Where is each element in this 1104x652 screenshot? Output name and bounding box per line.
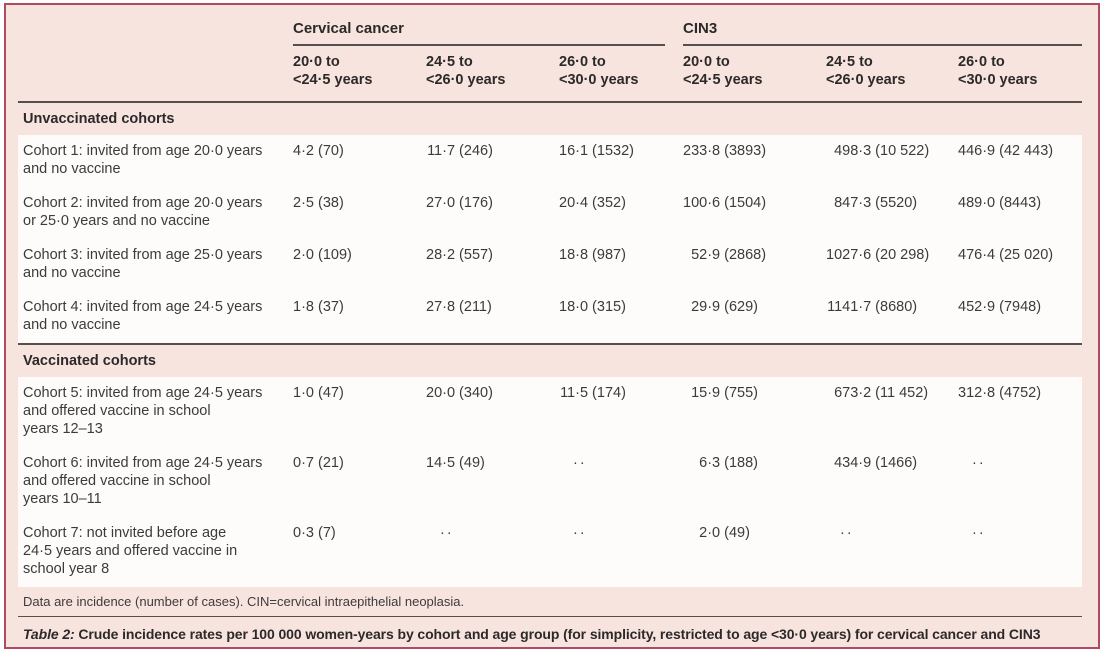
- footnote-divider: [18, 616, 1082, 617]
- row-label: Cohort 2: invited from age 20·0 years or…: [18, 187, 293, 239]
- row-label: Cohort 6: invited from age 24·5 years an…: [18, 447, 293, 517]
- table-caption-text: Crude incidence rates per 100 000 women-…: [74, 626, 1041, 642]
- age-column-header: 20·0 to <24·5 years: [293, 54, 373, 88]
- row-label: Cohort 4: invited from age 24·5 years an…: [18, 291, 293, 344]
- table-row: Cohort 2: invited from age 20·0 years or…: [18, 187, 1083, 239]
- value-cell: 6·3 (188): [683, 447, 827, 517]
- value-cell: 52·9 (2868): [683, 239, 827, 291]
- value-cell: 1·0 (47): [293, 377, 426, 447]
- value-cell: 16·1 (1532): [559, 135, 684, 187]
- value-cell: 233·8 (3893): [683, 135, 827, 187]
- section-title: Unvaccinated cohorts: [18, 101, 1083, 135]
- value-cell: 11·7 (246): [426, 135, 559, 187]
- table-row: Cohort 6: invited from age 24·5 years an…: [18, 447, 1083, 517]
- value-cell: 489·0 (8443): [958, 187, 1083, 239]
- empty-corner-cell: [18, 46, 293, 102]
- value-cell: ··: [426, 517, 559, 587]
- row-label: Cohort 1: invited from age 20·0 years an…: [18, 135, 293, 187]
- missing-value-marker: ··: [972, 525, 986, 541]
- value-cell: 2·5 (38): [293, 187, 426, 239]
- value-cell: 15·9 (755): [683, 377, 827, 447]
- value-cell: 673·2 (11 452): [826, 377, 959, 447]
- value-cell: ··: [559, 447, 684, 517]
- age-column-header: 20·0 to <24·5 years: [683, 54, 763, 88]
- value-cell: 452·9 (7948): [958, 291, 1083, 344]
- section-title: Vaccinated cohorts: [18, 343, 1083, 377]
- value-cell: 11·5 (174): [559, 377, 684, 447]
- missing-value-marker: ··: [972, 455, 986, 471]
- value-cell: 4·2 (70): [293, 135, 426, 187]
- value-cell: 27·8 (211): [426, 291, 559, 344]
- value-cell: 28·2 (557): [426, 239, 559, 291]
- table-row: Cohort 1: invited from age 20·0 years an…: [18, 135, 1083, 187]
- value-cell: 2·0 (49): [683, 517, 827, 587]
- table-row: Cohort 4: invited from age 24·5 years an…: [18, 291, 1083, 344]
- table-caption-label: Table 2:: [23, 626, 75, 642]
- value-cell: 1027·6 (20 298): [826, 239, 959, 291]
- value-cell: ··: [958, 517, 1083, 587]
- value-cell: 2·0 (109): [293, 239, 426, 291]
- row-label: Cohort 5: invited from age 24·5 years an…: [18, 377, 293, 447]
- value-cell: 476·4 (25 020): [958, 239, 1083, 291]
- section-header-row: Unvaccinated cohorts: [18, 101, 1083, 135]
- table-caption: Table 2: Crude incidence rates per 100 0…: [18, 617, 1086, 642]
- value-cell: 18·8 (987): [559, 239, 684, 291]
- value-cell: 498·3 (10 522): [826, 135, 959, 187]
- age-column-header: 26·0 to <30·0 years: [559, 54, 639, 88]
- value-cell: 446·9 (42 443): [958, 135, 1083, 187]
- value-cell: 1·8 (37): [293, 291, 426, 344]
- value-cell: 847·3 (5520): [826, 187, 959, 239]
- value-cell: 100·6 (1504): [683, 187, 827, 239]
- value-cell: 434·9 (1466): [826, 447, 959, 517]
- value-cell: 29·9 (629): [683, 291, 827, 344]
- section-header-row: Vaccinated cohorts: [18, 343, 1083, 377]
- value-cell: 20·4 (352): [559, 187, 684, 239]
- column-group-cervical-cancer: Cervical cancer: [293, 11, 666, 46]
- table-row: Cohort 7: not invited before age 24·5 ye…: [18, 517, 1083, 587]
- row-label: Cohort 3: invited from age 25·0 years an…: [18, 239, 293, 291]
- age-column-header: 24·5 to <26·0 years: [426, 54, 506, 88]
- value-cell: ··: [826, 517, 959, 587]
- value-cell: ··: [559, 517, 684, 587]
- table-footnote: Data are incidence (number of cases). CI…: [23, 594, 465, 609]
- table-body: Unvaccinated cohorts Cohort 1: invited fr…: [18, 101, 1083, 587]
- table-frame: Cervical cancer CIN3 20·0 to <24·5 years…: [4, 3, 1100, 649]
- age-column-header-row: 20·0 to <24·5 years 24·5 to <26·0 years …: [18, 46, 1082, 102]
- table-row: Cohort 5: invited from age 24·5 years an…: [18, 377, 1083, 447]
- value-cell: 1141·7 (8680): [826, 291, 959, 344]
- incidence-table: Cervical cancer CIN3 20·0 to <24·5 years…: [18, 11, 1083, 587]
- missing-value-marker: ··: [840, 525, 854, 541]
- value-cell: 312·8 (4752): [958, 377, 1083, 447]
- missing-value-marker: ··: [573, 525, 587, 541]
- value-cell: 20·0 (340): [426, 377, 559, 447]
- missing-value-marker: ··: [573, 455, 587, 471]
- column-group-header-row: Cervical cancer CIN3: [18, 11, 1083, 46]
- missing-value-marker: ··: [440, 525, 454, 541]
- value-cell: 27·0 (176): [426, 187, 559, 239]
- age-column-header: 26·0 to <30·0 years: [958, 54, 1038, 88]
- value-cell: 0·3 (7): [293, 517, 426, 587]
- table-row: Cohort 3: invited from age 25·0 years an…: [18, 239, 1083, 291]
- value-cell: 14·5 (49): [426, 447, 559, 517]
- value-cell: 0·7 (21): [293, 447, 426, 517]
- value-cell: 18·0 (315): [559, 291, 684, 344]
- column-group-cin3: CIN3: [683, 11, 1083, 46]
- age-column-header: 24·5 to <26·0 years: [826, 54, 906, 88]
- value-cell: ··: [958, 447, 1083, 517]
- empty-corner-cell: [18, 11, 293, 46]
- row-label: Cohort 7: not invited before age 24·5 ye…: [18, 517, 293, 587]
